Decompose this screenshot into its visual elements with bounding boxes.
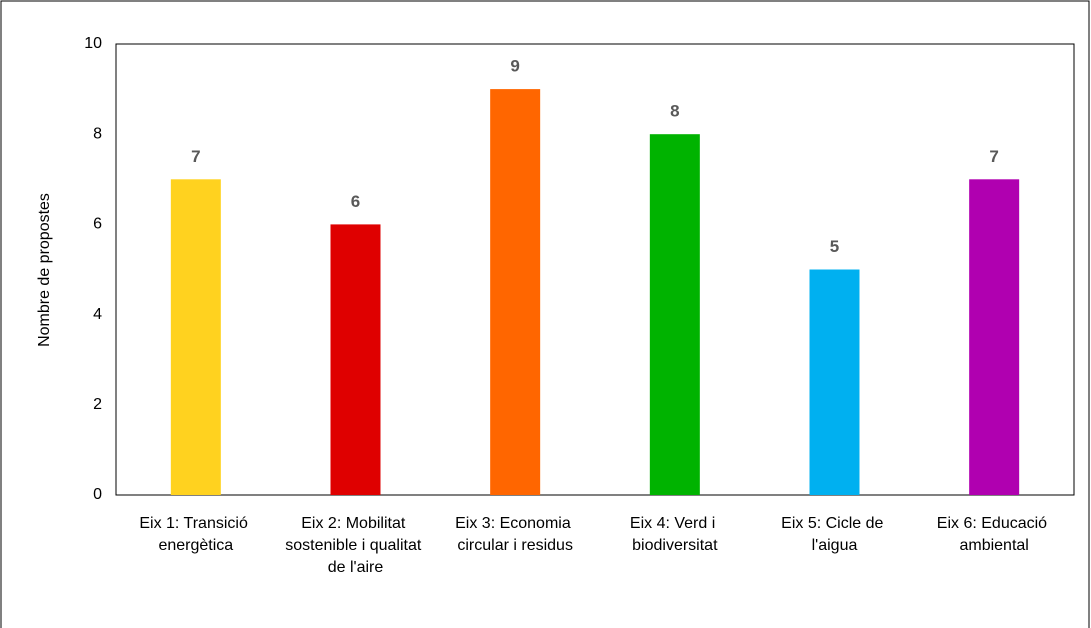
data-label: 8 [670, 102, 679, 121]
plot-area [115, 43, 1075, 496]
data-label: 5 [830, 237, 839, 256]
y-tick-label: 2 [93, 396, 102, 413]
y-tick-label: 10 [84, 35, 102, 52]
y-tick-label: 0 [93, 486, 102, 503]
x-tick-label: Eix 5: Cicle de l'aigua [781, 515, 888, 554]
x-tick-label: Eix 4: Verd i biodiversitat [630, 515, 720, 554]
y-tick-label: 6 [93, 216, 102, 233]
data-label: 7 [989, 147, 998, 166]
bar [809, 269, 860, 495]
x-tick-label: Eix 2: Mobilitat sostenible i qualitat d… [285, 515, 426, 576]
y-tick-label: 8 [93, 125, 102, 142]
x-tick-label: Eix 6: Educació ambiental [937, 515, 1052, 554]
data-label: 7 [191, 147, 200, 166]
y-axis-label: Nombre de propostes [36, 193, 53, 347]
bar [649, 134, 700, 495]
bar [170, 179, 221, 496]
data-label: 9 [510, 57, 519, 76]
data-label: 6 [351, 192, 360, 211]
x-tick-label: Eix 1: Transició energètica [139, 515, 252, 554]
bar [969, 179, 1020, 496]
bar [490, 89, 541, 495]
bar [330, 224, 381, 495]
y-tick-label: 4 [93, 306, 102, 323]
x-tick-label: Eix 3: Economia circular i residus [455, 515, 575, 554]
